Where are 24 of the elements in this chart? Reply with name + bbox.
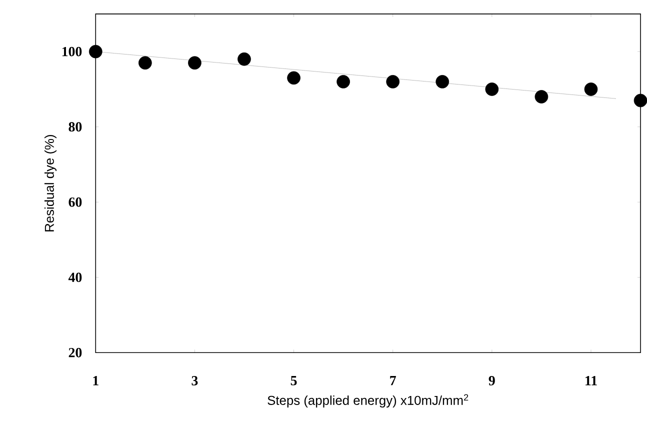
x-tick-label: 3 — [192, 376, 198, 386]
point — [238, 52, 251, 66]
y-tick-label: 100 — [62, 46, 82, 56]
y-tick-label: 80 — [68, 122, 82, 132]
point — [287, 71, 300, 84]
x-tick-label: 7 — [390, 376, 396, 385]
y-tick-label: 20 — [68, 348, 82, 358]
x-tick-label: 9 — [488, 376, 495, 386]
point — [336, 74, 350, 88]
x-axis-title: Steps (applied energy) x10mJ/mm$^{2}$ — [268, 394, 468, 408]
point — [386, 74, 400, 88]
point — [188, 56, 202, 70]
point — [436, 74, 450, 88]
point — [584, 82, 598, 96]
point — [534, 90, 548, 104]
x-tick-label: 5 — [290, 376, 297, 386]
y-tick-label: 40 — [68, 272, 82, 282]
y-tick-label: 60 — [68, 197, 82, 207]
y-axis-title: Residual dye (%) — [44, 134, 57, 232]
x-tick-label: 11 — [586, 376, 597, 386]
point — [485, 82, 499, 96]
point — [88, 44, 102, 58]
point — [138, 56, 152, 70]
x-tick-label: 1 — [93, 376, 98, 386]
